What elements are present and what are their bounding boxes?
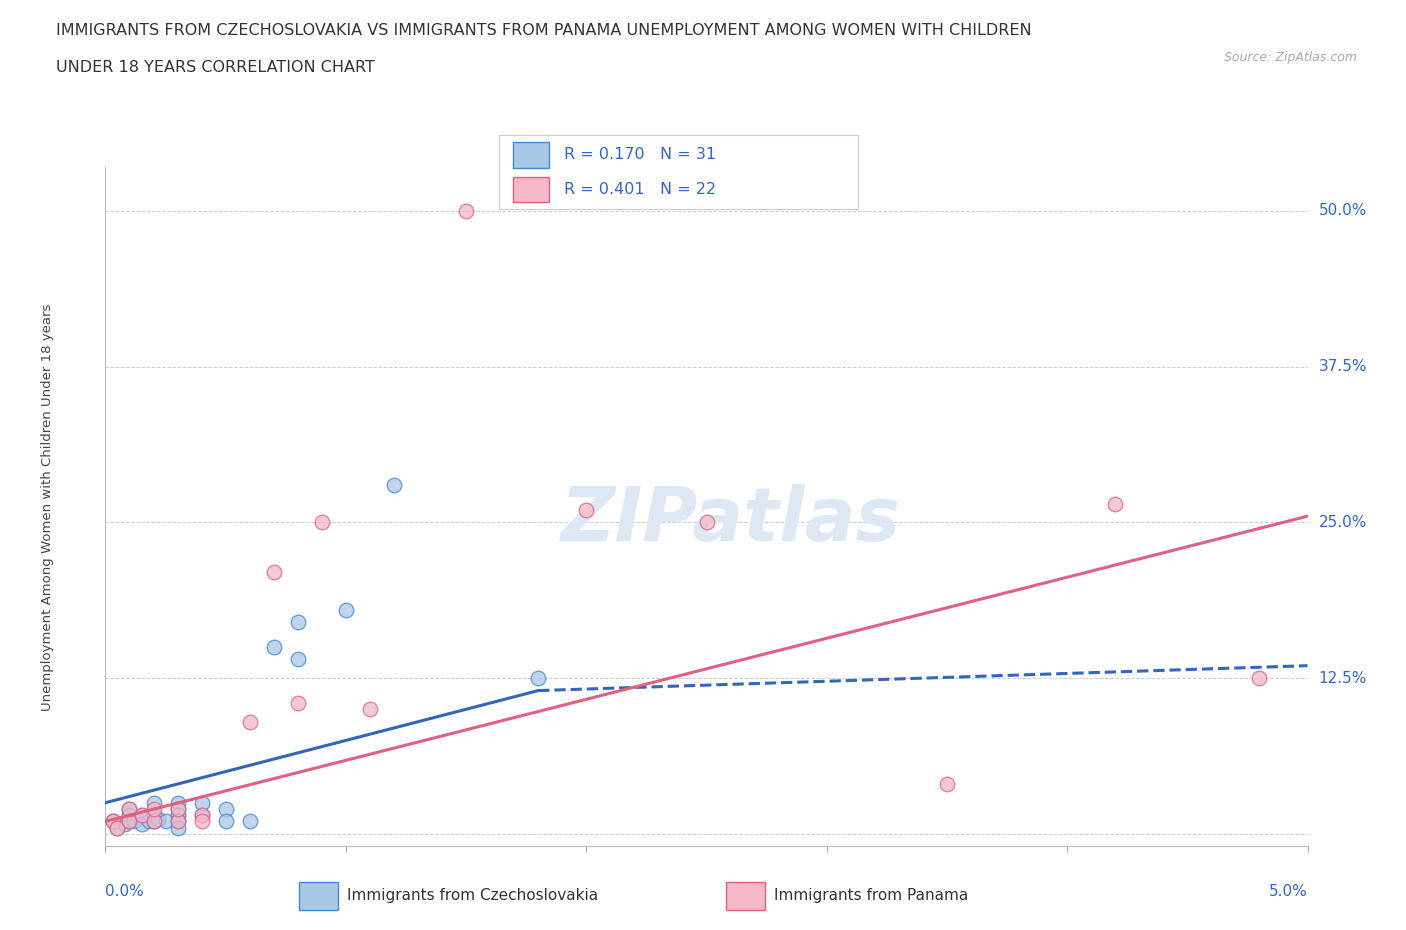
- Text: 25.0%: 25.0%: [1319, 515, 1367, 530]
- Point: [166, 814, 188, 829]
- Text: 37.5%: 37.5%: [1319, 359, 1367, 374]
- Point: [166, 814, 188, 829]
- Text: R = 0.170   N = 31: R = 0.170 N = 31: [564, 148, 716, 163]
- Point: [118, 802, 141, 817]
- Point: [118, 802, 141, 817]
- Text: IMMIGRANTS FROM CZECHOSLOVAKIA VS IMMIGRANTS FROM PANAMA UNEMPLOYMENT AMONG WOME: IMMIGRANTS FROM CZECHOSLOVAKIA VS IMMIGR…: [56, 23, 1032, 38]
- Point: [263, 640, 285, 655]
- Point: [214, 802, 236, 817]
- Point: [142, 802, 165, 817]
- Point: [166, 820, 188, 835]
- FancyBboxPatch shape: [513, 142, 550, 167]
- Point: [239, 814, 262, 829]
- Point: [107, 820, 129, 835]
- Point: [382, 478, 405, 493]
- Point: [335, 603, 357, 618]
- Point: [1104, 497, 1126, 512]
- Point: [359, 702, 381, 717]
- Text: 0.0%: 0.0%: [105, 884, 145, 898]
- Point: [166, 802, 188, 817]
- FancyBboxPatch shape: [725, 883, 765, 910]
- Point: [142, 814, 165, 829]
- FancyBboxPatch shape: [513, 177, 550, 202]
- Point: [239, 714, 262, 729]
- Text: R = 0.401   N = 22: R = 0.401 N = 22: [564, 181, 716, 196]
- Point: [263, 565, 285, 579]
- Text: 12.5%: 12.5%: [1319, 671, 1367, 685]
- Point: [527, 671, 550, 685]
- Point: [287, 696, 309, 711]
- Point: [214, 814, 236, 829]
- Point: [142, 808, 165, 823]
- Point: [124, 814, 146, 829]
- FancyBboxPatch shape: [298, 883, 337, 910]
- Point: [190, 808, 212, 823]
- Text: 50.0%: 50.0%: [1319, 204, 1367, 219]
- Point: [118, 808, 141, 823]
- Point: [454, 204, 477, 219]
- Point: [142, 795, 165, 810]
- Point: [101, 814, 124, 829]
- Point: [148, 812, 170, 827]
- Point: [287, 652, 309, 667]
- Point: [118, 814, 141, 829]
- Point: [138, 814, 160, 829]
- Point: [190, 795, 212, 810]
- Point: [190, 808, 212, 823]
- Point: [936, 777, 959, 791]
- Point: [311, 515, 333, 530]
- Point: [696, 515, 718, 530]
- Point: [1249, 671, 1271, 685]
- Point: [166, 808, 188, 823]
- Point: [114, 817, 136, 831]
- Text: Unemployment Among Women with Children Under 18 years: Unemployment Among Women with Children U…: [41, 303, 55, 711]
- Point: [166, 795, 188, 810]
- Point: [190, 814, 212, 829]
- Point: [287, 615, 309, 630]
- Point: [131, 808, 153, 823]
- Point: [575, 502, 598, 517]
- Text: Immigrants from Panama: Immigrants from Panama: [773, 887, 967, 903]
- Point: [118, 814, 141, 829]
- Point: [142, 814, 165, 829]
- Text: Immigrants from Czechoslovakia: Immigrants from Czechoslovakia: [347, 887, 598, 903]
- Point: [101, 814, 124, 829]
- Point: [107, 820, 129, 835]
- Point: [131, 817, 153, 831]
- Text: 5.0%: 5.0%: [1268, 884, 1308, 898]
- Text: UNDER 18 YEARS CORRELATION CHART: UNDER 18 YEARS CORRELATION CHART: [56, 60, 375, 75]
- Point: [131, 808, 153, 823]
- Text: Source: ZipAtlas.com: Source: ZipAtlas.com: [1223, 51, 1357, 64]
- Point: [155, 814, 177, 829]
- Point: [166, 802, 188, 817]
- Text: ZIPatlas: ZIPatlas: [561, 484, 901, 557]
